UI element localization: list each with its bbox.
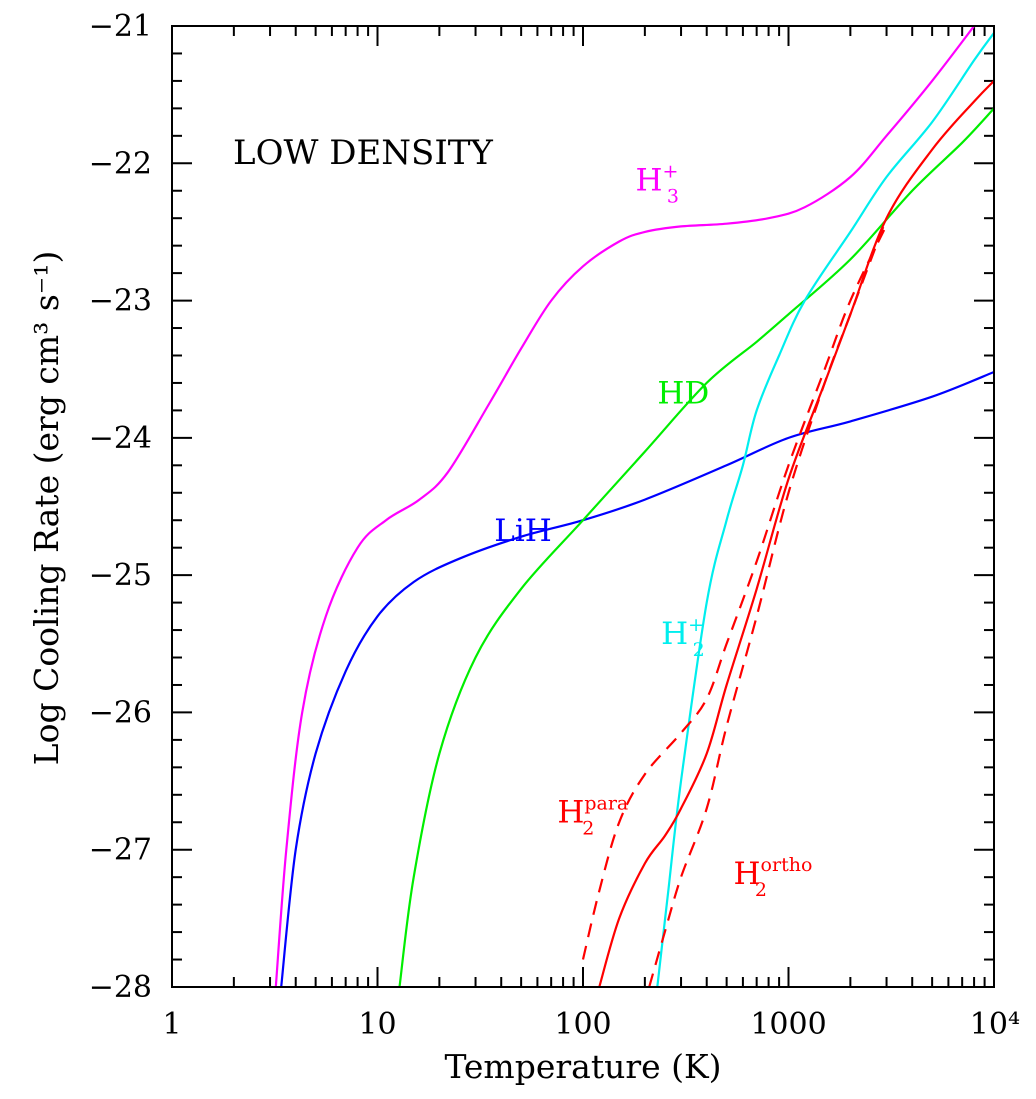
x-tick-label: 10⁴ (970, 1007, 1020, 1042)
low-density-annotation: LOW DENSITY (233, 133, 493, 173)
x-tick-label: 10 (358, 1007, 396, 1042)
series-label-h2-para: Hpara 2 (557, 792, 628, 839)
series-label-h3-: H+ 3 (635, 161, 679, 208)
x-tick-label: 1000 (750, 1007, 826, 1042)
series-line-hd (398, 107, 994, 987)
y-tick-label: −26 (89, 695, 152, 730)
series-label-hd: HD (657, 376, 709, 412)
series-line-h2-ortho (598, 80, 994, 987)
y-tick-label: −22 (89, 146, 152, 181)
series-label-h2-ortho: Hortho 2 (734, 854, 813, 901)
series-labels: H+ 3 LiH HD H+ 2 Hortho 2 Hpara 2 (494, 161, 812, 901)
plot-frame (171, 25, 995, 988)
y-tick-label: −25 (89, 558, 152, 593)
y-axis-title: Log Cooling Rate (erg cm³ s⁻¹) (27, 251, 66, 766)
series-line-h2- (656, 32, 994, 987)
y-tick-label: −27 (89, 833, 152, 868)
y-tick-label: −24 (89, 421, 152, 456)
series-line-h2-para (581, 224, 888, 960)
x-axis-title: Temperature (K) (444, 1047, 721, 1086)
y-tick-label: −21 (89, 9, 152, 44)
series-line-h2-ortho-dashed- (648, 217, 888, 987)
series-label-lih: LiH (494, 513, 552, 549)
series-label-h2-: H+ 2 (661, 614, 705, 661)
x-tick-label: 100 (554, 1007, 611, 1042)
y-tick-label: −28 (89, 970, 152, 1005)
series-line-h3- (274, 26, 975, 987)
series-line-lih (280, 370, 994, 987)
x-tick-label: 1 (162, 1007, 181, 1042)
y-tick-label: −23 (89, 284, 152, 319)
series-lines (274, 26, 994, 987)
tick-labels: 1 10 100 1000 10⁴ −21 −22 −23 −24 −25 −26 −27 −28 (89, 9, 1020, 1042)
